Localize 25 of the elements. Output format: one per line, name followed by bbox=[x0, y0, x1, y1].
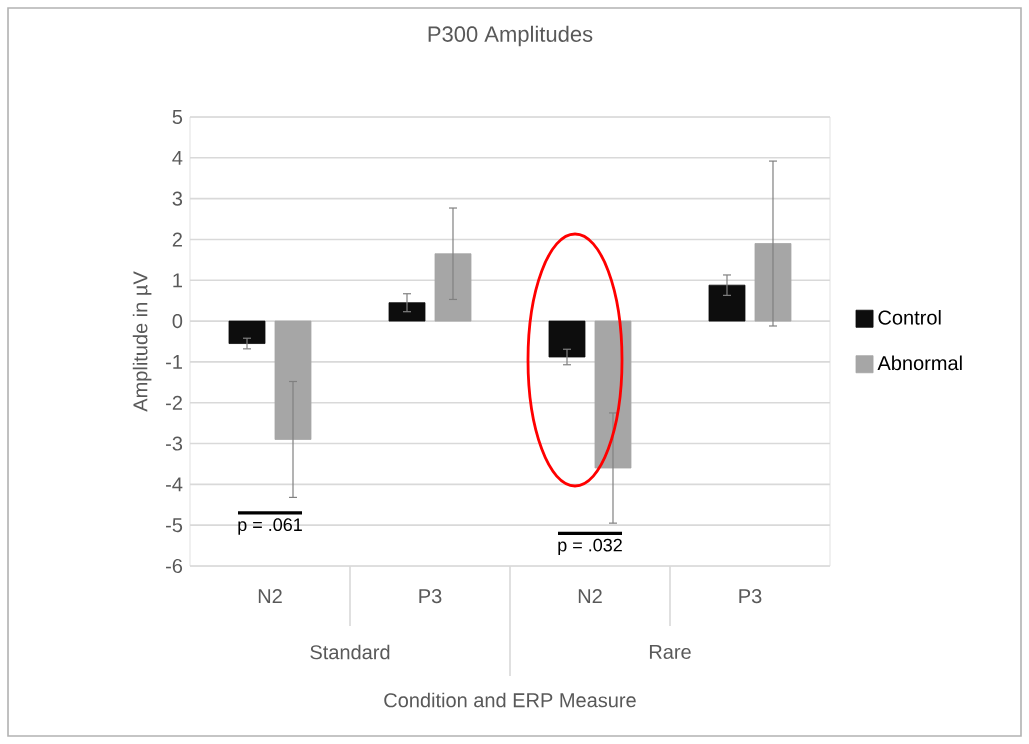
annotation: p = .061 bbox=[238, 518, 302, 535]
y-tick-label: -6 bbox=[166, 558, 183, 574]
y-tick-label: -3 bbox=[166, 436, 183, 451]
y-tick-label: 0 bbox=[172, 314, 183, 329]
y-tick-label: -5 bbox=[166, 518, 183, 533]
x-axis-title: Condition and ERP Measure bbox=[384, 692, 636, 708]
y-tick-label: -1 bbox=[166, 355, 182, 369]
legend-label: Abnormal bbox=[877, 355, 962, 371]
x-tick-label: N2 bbox=[258, 589, 282, 604]
y-axis-title: Amplitude in µV bbox=[132, 271, 152, 412]
x-tick-label: P3 bbox=[739, 589, 762, 604]
y-tick-label: -2 bbox=[166, 395, 182, 410]
y-tick-label: -4 bbox=[166, 477, 183, 492]
y-tick-label: 1 bbox=[173, 273, 182, 288]
x-tick-label: N2 bbox=[578, 589, 602, 604]
chart-title: P300 Amplitudes bbox=[428, 25, 593, 47]
text: Standard bbox=[310, 644, 390, 660]
text: Rare bbox=[649, 645, 691, 659]
y-tick-label: 4 bbox=[172, 150, 183, 165]
x-tick-label: P3 bbox=[419, 589, 442, 604]
annotation: p = .032 bbox=[558, 538, 622, 556]
y-tick-label: 5 bbox=[172, 110, 183, 124]
y-tick-label: 2 bbox=[172, 232, 182, 247]
y-tick-label: 3 bbox=[172, 191, 183, 206]
legend-label: Control bbox=[878, 310, 941, 325]
